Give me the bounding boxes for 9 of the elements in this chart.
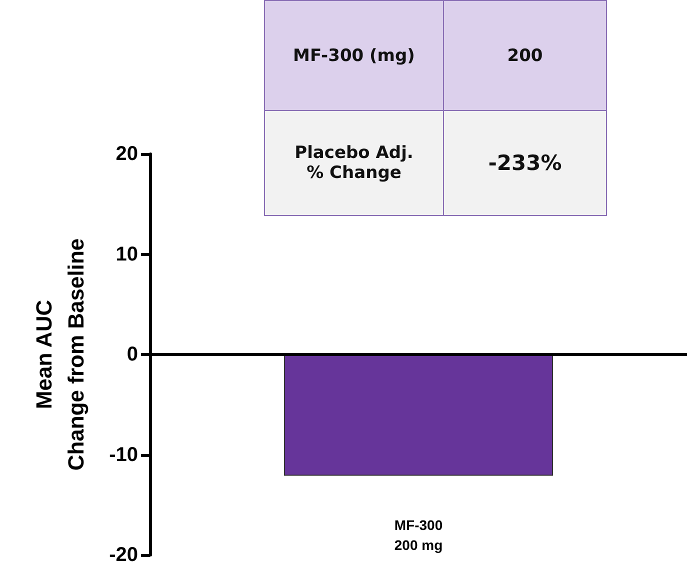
y-tick-label: 0 xyxy=(126,344,138,366)
y-tick-label: -10 xyxy=(109,444,138,466)
x-tick-label: MF-300 200 mg xyxy=(394,517,443,553)
y-tick-label: -20 xyxy=(109,544,138,566)
y-tick-label: 20 xyxy=(116,143,138,165)
annotation: -233% xyxy=(444,110,606,216)
y-tick-label: 10 xyxy=(116,243,138,266)
y-axis-title: Mean AUC Change from Baseline xyxy=(32,238,88,471)
annotation: Placebo Adj. % Change xyxy=(264,110,444,216)
